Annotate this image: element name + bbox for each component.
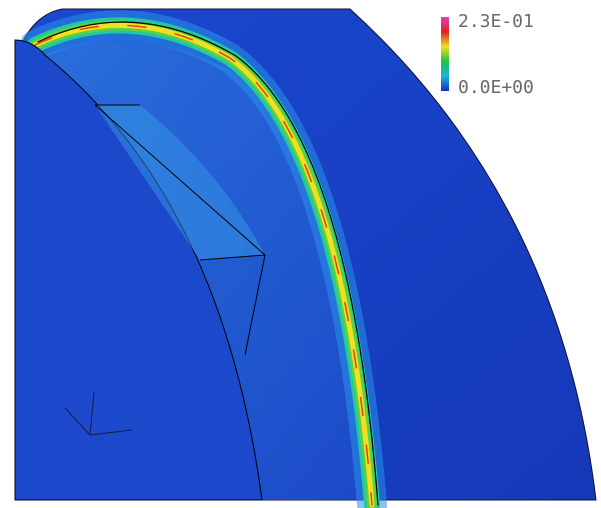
- legend-min-label: 0.0E+00: [458, 77, 534, 98]
- page: 2.3E-01 0.0E+00 (() => { const data = JS…: [0, 0, 601, 508]
- contour-plot: 2.3E-01 0.0E+00: [0, 0, 601, 508]
- color-bar: [441, 17, 449, 91]
- legend-max-label: 2.3E-01: [458, 11, 534, 32]
